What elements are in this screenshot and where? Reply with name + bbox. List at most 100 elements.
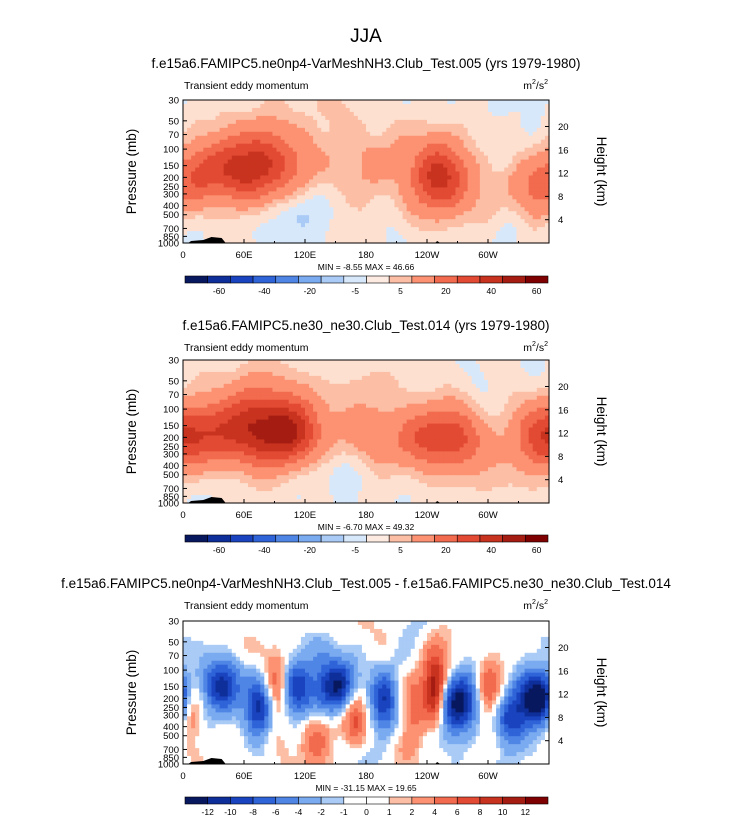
field-cell (300, 363, 306, 369)
field-cell (366, 379, 371, 385)
field-cell (300, 491, 306, 496)
field-cell (443, 163, 448, 169)
field-cell (187, 235, 192, 240)
field-cell (313, 183, 318, 188)
field-cell (451, 107, 457, 113)
field-cell (199, 183, 204, 188)
field-cell (239, 183, 245, 188)
field-cell (235, 107, 241, 113)
field-cell (536, 119, 542, 125)
field-cell (280, 183, 286, 188)
field-cell (536, 187, 542, 192)
field-cell (439, 119, 444, 125)
field-cell (329, 499, 335, 504)
field-cell (463, 203, 469, 208)
field-cell (361, 235, 367, 240)
field-cell (394, 131, 400, 137)
field-cell (329, 455, 335, 460)
field-cell (451, 211, 457, 216)
field-cell (540, 111, 546, 117)
field-cell (268, 455, 274, 460)
field-cell (268, 403, 274, 409)
field-cell (422, 235, 428, 240)
field-cell (203, 459, 208, 464)
field-cell (435, 231, 440, 236)
field-cell (199, 231, 204, 236)
field-cell (256, 387, 261, 393)
field-cell (361, 467, 367, 472)
field-cell (235, 135, 241, 141)
field-cell (382, 175, 387, 181)
field-cell (455, 195, 461, 200)
field-cell (284, 111, 290, 117)
field-cell (508, 199, 513, 204)
field-cell (435, 223, 440, 228)
field-cell (394, 100, 400, 105)
field-cell (443, 147, 448, 153)
field-cell (337, 491, 343, 496)
field-cell (215, 143, 221, 149)
field-cell (215, 455, 221, 460)
field-cell (475, 111, 481, 117)
field-cell (195, 363, 200, 369)
field-cell (532, 231, 538, 236)
field-cell (394, 155, 400, 161)
field-cell (227, 227, 233, 232)
field-cell (313, 231, 318, 236)
field-cell (231, 423, 237, 429)
field-cell (203, 191, 208, 196)
field-cell (524, 175, 530, 181)
field-cell (357, 455, 363, 460)
field-cell (394, 115, 400, 121)
field-cell (195, 419, 200, 425)
field-cell (300, 455, 306, 460)
field-cell (223, 451, 229, 456)
field-cell (284, 375, 290, 381)
field-cell (317, 231, 322, 236)
field-cell (406, 207, 412, 212)
field-cell (475, 211, 481, 216)
field-cell (239, 360, 245, 365)
field-cell (207, 115, 213, 121)
field-cell (341, 379, 347, 385)
field-cell (268, 387, 274, 393)
field-cell (215, 475, 221, 480)
field-cell (288, 191, 294, 196)
field-cell (219, 127, 225, 133)
field-cell (252, 467, 257, 472)
field-cell (252, 415, 257, 421)
field-cell (422, 215, 428, 220)
field-cell (512, 163, 518, 169)
field-cell (431, 135, 436, 141)
field-cell (235, 187, 241, 192)
field-cell (500, 215, 505, 220)
field-cell (284, 187, 290, 192)
field-cell (483, 111, 489, 117)
field-cell (455, 235, 461, 240)
field-cell (455, 227, 461, 232)
field-cell (370, 175, 375, 181)
field-cell (309, 423, 314, 429)
field-cell (292, 215, 298, 220)
field-cell (341, 179, 347, 185)
field-cell (479, 131, 485, 137)
field-cell (479, 103, 485, 109)
field-cell (321, 100, 326, 105)
field-cell (219, 447, 225, 452)
field-cell (378, 155, 383, 161)
field-cell (414, 179, 420, 185)
field-cell (431, 235, 436, 240)
field-cell (410, 103, 416, 109)
field-cell (455, 199, 461, 204)
field-cell (467, 203, 473, 208)
field-cell (231, 371, 237, 377)
field-cell (292, 407, 298, 413)
field-cell (333, 223, 339, 228)
field-cell (410, 119, 416, 125)
field-cell (264, 215, 269, 220)
field-cell (264, 360, 269, 365)
field-cell (325, 439, 330, 445)
field-cell (398, 187, 404, 192)
field-cell (378, 195, 383, 200)
field-cell (207, 403, 213, 409)
